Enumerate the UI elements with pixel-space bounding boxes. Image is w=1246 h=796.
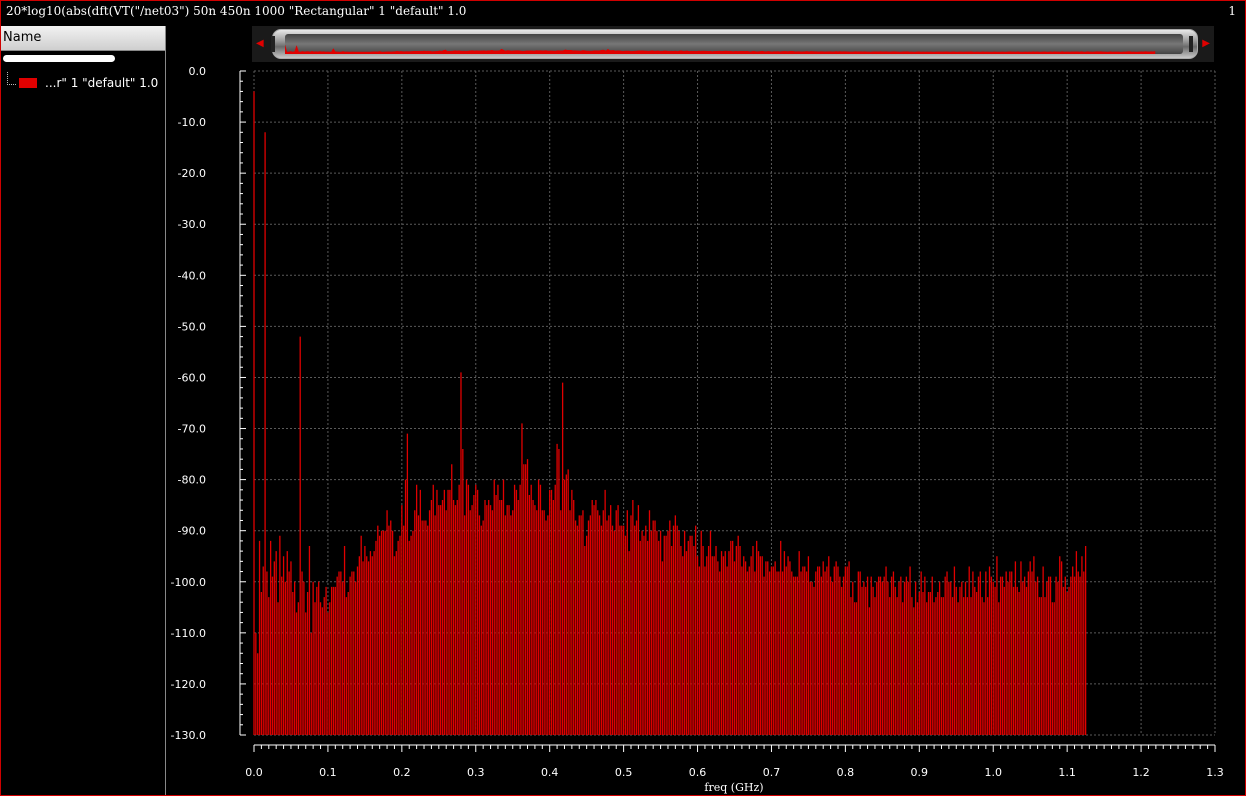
y-tick-label: 0.0 — [189, 65, 207, 78]
x-tick-label: 0.6 — [689, 766, 707, 779]
trace-browser-panel: Name ...r" 1 "default" 1.0 — [1, 26, 166, 795]
scroll-overview-track — [284, 34, 1183, 55]
scroll-thumb[interactable] — [271, 29, 1198, 59]
x-tick-label: 1.0 — [984, 766, 1002, 779]
name-column-header[interactable]: Name — [1, 26, 165, 51]
x-tick-label: 0.9 — [911, 766, 929, 779]
y-tick-label: -30.0 — [178, 218, 206, 231]
legend-item-label: ...r" 1 "default" 1.0 — [45, 76, 159, 90]
x-tick-label: 0.5 — [615, 766, 633, 779]
scroll-right-arrow-icon[interactable]: ▶ — [1202, 38, 1210, 49]
legend-item-trace[interactable]: ...r" 1 "default" 1.0 — [19, 76, 158, 90]
x-axis-label: freq (GHz) — [704, 781, 763, 794]
y-tick-label: -40.0 — [178, 269, 206, 282]
y-tick-label: -70.0 — [178, 423, 206, 436]
right-grip-icon[interactable] — [1189, 36, 1193, 52]
x-tick-label: 0.7 — [763, 766, 781, 779]
left-grip-icon[interactable] — [271, 36, 275, 52]
overview-trace-path — [284, 44, 1156, 55]
y-tick-label: -80.0 — [178, 474, 206, 487]
zoom-scrollbar[interactable]: ◀ ▶ — [252, 26, 1214, 62]
x-tick-label: 1.1 — [1058, 766, 1076, 779]
y-tick-label: -90.0 — [178, 525, 206, 538]
y-tick-label: -10.0 — [178, 116, 206, 129]
scroll-left-arrow-icon[interactable]: ◀ — [256, 38, 264, 49]
y-tick-label: -110.0 — [171, 627, 206, 640]
x-tick-label: 0.0 — [245, 766, 263, 779]
bars — [253, 91, 1087, 735]
y-tick-label: -50.0 — [178, 320, 206, 333]
sidebar-scrollbar[interactable] — [3, 55, 115, 62]
y-tick-label: -130.0 — [171, 729, 206, 742]
x-tick-label: 0.4 — [541, 766, 559, 779]
legend-swatch — [19, 78, 37, 88]
page-number: 1 — [1228, 4, 1236, 18]
overview-trace — [284, 44, 1156, 55]
plot-title: 20*log10(abs(dft(VT("/net03") 50n 450n 1… — [6, 4, 467, 18]
x-tick-label: 0.1 — [319, 766, 337, 779]
x-tick-label: 1.2 — [1132, 766, 1150, 779]
x-tick-label: 0.2 — [393, 766, 411, 779]
y-tick-label: -120.0 — [171, 678, 206, 691]
x-tick-label: 0.8 — [837, 766, 855, 779]
y-tick-label: -60.0 — [178, 371, 206, 384]
tree-connector-icon — [7, 72, 16, 85]
y-tick-label: -100.0 — [171, 576, 206, 589]
x-tick-label: 0.3 — [467, 766, 485, 779]
axes: 0.0 -10.0 -20.0 -30.0 -40.0 -50.0 -60.0 -70.0 -8… — [171, 65, 1224, 779]
x-tick-label: 1.3 — [1206, 766, 1224, 779]
y-tick-label: -20.0 — [178, 167, 206, 180]
